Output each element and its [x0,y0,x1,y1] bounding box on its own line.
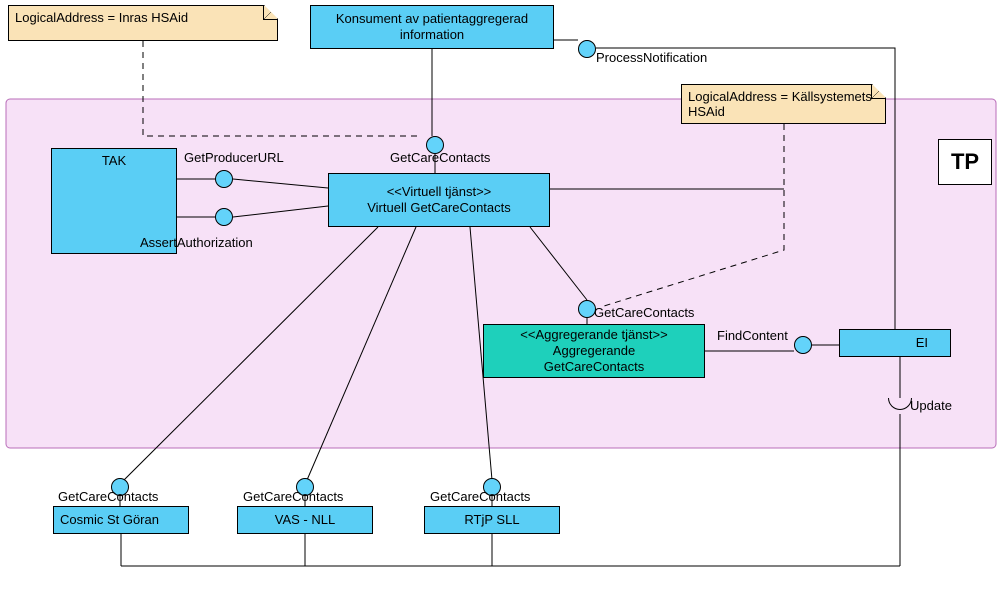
component-line: information [400,27,464,43]
note-text: LogicalAddress = Inras HSAid [15,10,188,25]
port-label-getCC_aggreg: GetCareContacts [594,305,694,320]
component-ei: EI [839,329,951,357]
tp-label-box: TP [938,139,992,185]
component-line: RTjP SLL [464,512,519,528]
note-text: LogicalAddress = Källsystemets HSAid [688,89,872,119]
port-label-getCC_rtjp: GetCareContacts [430,489,530,504]
component-line: EI [916,335,928,351]
component-konsument: Konsument av patientaggregeradinformatio… [310,5,554,49]
port-label-getCC_cosmic: GetCareContacts [58,489,158,504]
lollipop-getProducerURL [215,170,233,188]
lollipop-processNotification [578,40,596,58]
port-label-processNotification: ProcessNotification [596,50,707,65]
port-label-getCC_vas: GetCareContacts [243,489,343,504]
component-line: Aggregerande [553,343,635,359]
lollipop-findContent [794,336,812,354]
component-line: <<Aggregerande tjänst>> [520,327,667,343]
component-aggregerande: <<Aggregerande tjänst>>AggregerandeGetCa… [483,324,705,378]
component-line: <<Virtuell tjänst>> [387,184,492,200]
component-line: VAS - NLL [275,512,335,528]
component-virtuell: <<Virtuell tjänst>>Virtuell GetCareConta… [328,173,550,227]
component-line: TAK [102,153,126,169]
port-label-update: Update [910,398,952,413]
note-logical-address-1: LogicalAddress = Inras HSAid [8,5,278,41]
port-label-findContent: FindContent [717,328,788,343]
port-label-assertAuth: AssertAuthorization [140,235,253,250]
component-line: Virtuell GetCareContacts [367,200,511,216]
port-label-getProducerURL: GetProducerURL [184,150,284,165]
component-line: Konsument av patientaggregerad [336,11,528,27]
component-vas: VAS - NLL [237,506,373,534]
component-line: Cosmic St Göran [60,512,159,528]
component-cosmic: Cosmic St Göran [53,506,189,534]
lollipop-assertAuth [215,208,233,226]
port-label-getCC_top: GetCareContacts [390,150,490,165]
note-logical-address-2: LogicalAddress = Källsystemets HSAid [681,84,886,124]
component-line: GetCareContacts [544,359,644,375]
component-rtjp: RTjP SLL [424,506,560,534]
tp-label: TP [951,149,979,175]
